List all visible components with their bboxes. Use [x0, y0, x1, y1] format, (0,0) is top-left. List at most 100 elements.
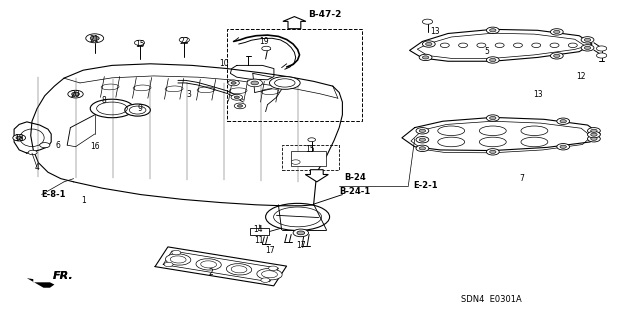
- Circle shape: [72, 92, 79, 96]
- Circle shape: [261, 278, 270, 282]
- Circle shape: [308, 138, 316, 142]
- Text: 13: 13: [430, 27, 440, 36]
- Circle shape: [86, 34, 104, 43]
- Circle shape: [490, 150, 496, 153]
- Circle shape: [422, 19, 433, 24]
- Text: E-8-1: E-8-1: [42, 190, 66, 199]
- Ellipse shape: [196, 259, 221, 270]
- Circle shape: [251, 81, 259, 85]
- Ellipse shape: [257, 269, 282, 280]
- Text: 17: 17: [296, 241, 306, 250]
- Circle shape: [591, 129, 597, 132]
- Circle shape: [172, 250, 180, 255]
- Ellipse shape: [269, 77, 300, 89]
- Ellipse shape: [438, 126, 465, 136]
- Circle shape: [440, 43, 449, 48]
- Circle shape: [560, 145, 566, 148]
- Circle shape: [557, 144, 570, 150]
- Circle shape: [486, 115, 499, 121]
- Text: 2: 2: [209, 268, 214, 277]
- Circle shape: [234, 96, 239, 99]
- Circle shape: [426, 42, 432, 46]
- Circle shape: [490, 29, 496, 32]
- Text: 9: 9: [137, 104, 142, 113]
- Circle shape: [596, 46, 607, 51]
- Circle shape: [228, 80, 239, 86]
- Circle shape: [422, 41, 435, 47]
- Ellipse shape: [479, 126, 506, 136]
- Circle shape: [550, 43, 559, 48]
- Text: B-24: B-24: [344, 173, 366, 182]
- Circle shape: [477, 43, 486, 48]
- Circle shape: [419, 138, 426, 141]
- Circle shape: [495, 43, 504, 48]
- Circle shape: [234, 103, 246, 109]
- Text: 5: 5: [484, 47, 489, 56]
- Circle shape: [486, 27, 499, 33]
- Circle shape: [269, 266, 278, 271]
- Text: 16: 16: [90, 142, 100, 151]
- Ellipse shape: [125, 104, 150, 116]
- Text: 7: 7: [519, 174, 524, 183]
- Circle shape: [416, 145, 429, 152]
- Circle shape: [581, 37, 594, 43]
- Ellipse shape: [521, 137, 548, 147]
- Text: 17: 17: [265, 246, 275, 255]
- Text: 8: 8: [102, 96, 107, 105]
- Circle shape: [231, 94, 243, 100]
- Circle shape: [68, 90, 83, 98]
- Circle shape: [40, 143, 50, 148]
- Circle shape: [591, 133, 597, 136]
- Circle shape: [134, 40, 145, 45]
- Circle shape: [419, 147, 426, 150]
- Text: 21: 21: [90, 35, 99, 44]
- Text: 22: 22: [180, 37, 189, 46]
- Text: FR.: FR.: [52, 271, 73, 281]
- Text: 6: 6: [55, 141, 60, 150]
- Text: 11: 11: [255, 236, 264, 245]
- Text: E-2-1: E-2-1: [413, 181, 437, 189]
- Ellipse shape: [479, 137, 506, 147]
- Polygon shape: [305, 170, 328, 182]
- Ellipse shape: [266, 204, 330, 230]
- Circle shape: [588, 131, 600, 138]
- Circle shape: [588, 128, 600, 134]
- Text: 14: 14: [253, 225, 263, 234]
- Circle shape: [490, 58, 496, 62]
- Circle shape: [179, 37, 189, 42]
- Text: 10: 10: [219, 59, 229, 68]
- Text: 15: 15: [134, 40, 145, 49]
- Text: 1: 1: [81, 197, 86, 205]
- Circle shape: [291, 160, 300, 164]
- Circle shape: [486, 57, 499, 63]
- Bar: [227, 29, 362, 121]
- Circle shape: [554, 30, 560, 33]
- Circle shape: [584, 46, 591, 49]
- Text: FR.: FR.: [52, 271, 73, 281]
- Circle shape: [560, 120, 566, 123]
- Text: B-24-1: B-24-1: [339, 187, 371, 196]
- Circle shape: [164, 262, 173, 267]
- Circle shape: [588, 136, 600, 142]
- Circle shape: [416, 128, 429, 134]
- Text: 19: 19: [259, 37, 269, 46]
- Circle shape: [459, 43, 468, 48]
- Circle shape: [16, 136, 22, 139]
- Text: 20: 20: [70, 90, 81, 99]
- Circle shape: [237, 105, 243, 107]
- Polygon shape: [27, 278, 54, 288]
- Text: SDN4  E0301A: SDN4 E0301A: [461, 295, 522, 304]
- Circle shape: [416, 137, 429, 143]
- Text: 3: 3: [186, 90, 191, 99]
- Text: 15: 15: [305, 145, 316, 154]
- Text: 13: 13: [532, 90, 543, 99]
- Ellipse shape: [90, 99, 134, 118]
- FancyArrowPatch shape: [292, 22, 296, 26]
- Ellipse shape: [227, 264, 252, 275]
- Circle shape: [554, 54, 560, 57]
- Ellipse shape: [521, 126, 548, 136]
- Circle shape: [422, 56, 429, 59]
- Circle shape: [293, 229, 308, 237]
- Circle shape: [513, 43, 522, 48]
- Bar: [291, 151, 326, 166]
